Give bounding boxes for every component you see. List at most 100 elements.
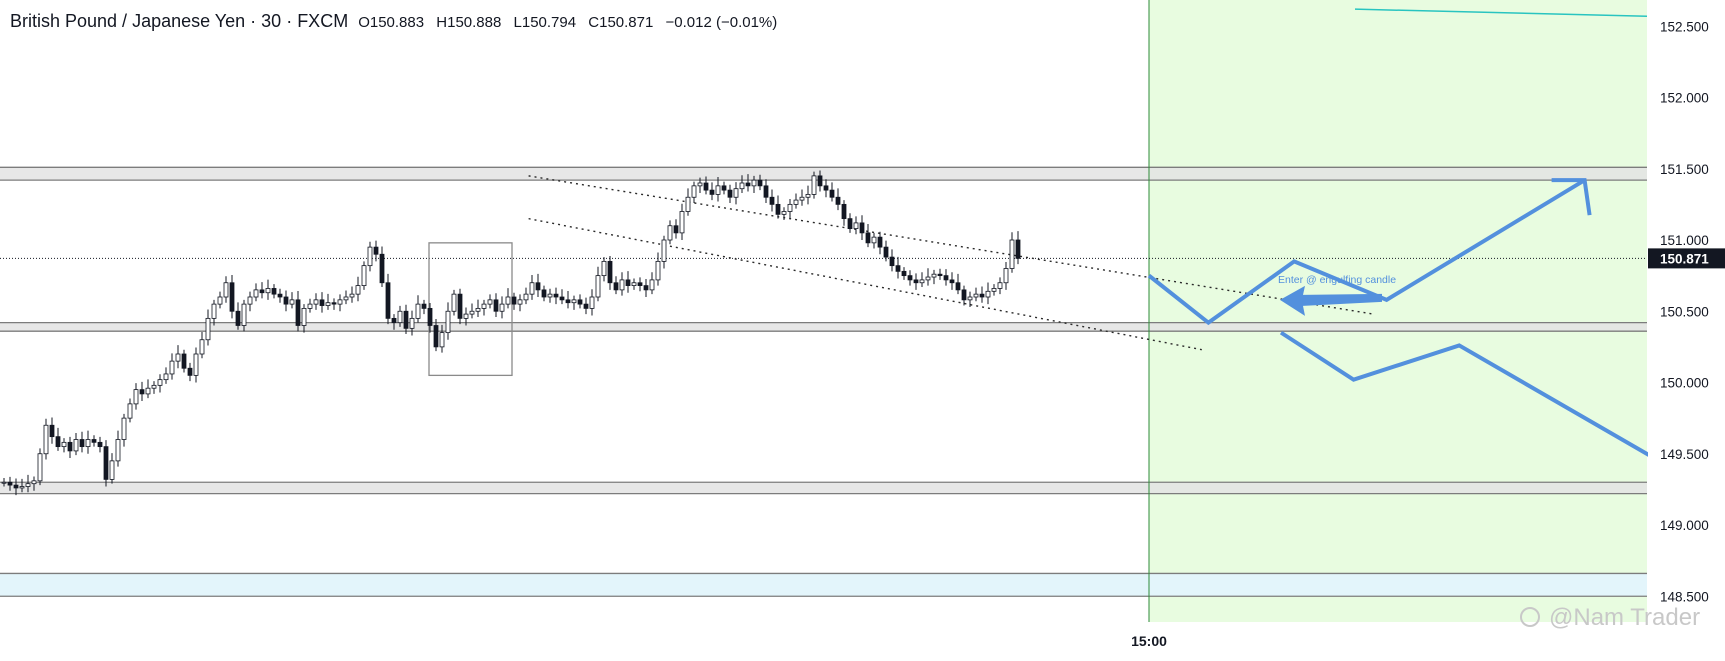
highlight-box: [428, 242, 513, 377]
candle-body-57: [343, 296, 349, 301]
candle-body-127: [763, 185, 769, 198]
candle-body-109: [655, 260, 661, 281]
candle-body-52: [313, 299, 319, 305]
candle-body-144: [865, 232, 871, 244]
candle-body-151: [907, 275, 913, 281]
candle-body-17: [103, 446, 109, 480]
candle-body-66: [397, 310, 403, 324]
candle-body-153: [919, 279, 925, 284]
y-tick-label-7: 149.000: [1660, 518, 1709, 533]
candle-body-32: [193, 353, 199, 376]
candle-body-9: [55, 436, 61, 448]
candle-body-128: [769, 196, 775, 205]
candle-body-165: [991, 288, 997, 292]
y-tick-label-0: 152.500: [1660, 19, 1709, 34]
candle-body-97: [583, 303, 589, 309]
candle-body-69: [415, 303, 421, 319]
candle-body-111: [667, 225, 673, 241]
legend-high-label: H: [436, 14, 448, 31]
projection-path-0: [1147, 178, 1586, 326]
candle-body-4: [25, 483, 31, 487]
candle-body-47: [283, 296, 289, 305]
candle-body-41: [247, 296, 253, 305]
candle-body-106: [637, 282, 643, 286]
candle-body-79: [475, 307, 481, 312]
candle-body-142: [853, 222, 859, 229]
candle-body-20: [121, 417, 127, 440]
candle-body-119: [715, 185, 721, 195]
price-axis-bg: [1648, 0, 1725, 656]
candle-body-43: [259, 289, 265, 294]
candle-body-59: [355, 285, 361, 295]
candle-body-98: [589, 296, 595, 309]
candle-body-68: [409, 317, 415, 329]
legend-ohlc: O150.883 H150.888 L150.794 C150.871 −0.0…: [358, 14, 785, 31]
y-tick-label-5: 150.000: [1660, 376, 1709, 391]
candle-body-50: [301, 307, 307, 326]
candle-body-49: [295, 299, 301, 326]
candle-body-91: [547, 293, 553, 298]
candle-body-3: [19, 486, 25, 489]
candle-body-19: [115, 439, 121, 462]
candle-body-23: [139, 389, 145, 395]
time-axis-bg: [0, 622, 1648, 656]
candle-body-152: [913, 279, 919, 284]
x-tick-label-0: 15:00: [1131, 633, 1167, 649]
candle-body-100: [601, 260, 607, 277]
candle-body-149: [895, 265, 901, 272]
candle-body-16: [97, 441, 103, 448]
y-tick-label-6: 149.500: [1660, 447, 1709, 462]
candle-body-120: [721, 185, 727, 191]
candle-body-56: [337, 299, 343, 305]
candle-body-116: [697, 182, 703, 187]
candle-body-163: [979, 293, 985, 298]
candle-body-159: [955, 282, 961, 291]
y-tick-label-2: 151.500: [1660, 162, 1709, 177]
candle-body-31: [187, 367, 193, 376]
candle-body-1: [7, 481, 13, 486]
candle-body-77: [463, 313, 469, 319]
candle-body-12: [73, 439, 79, 452]
candle-body-160: [961, 289, 967, 301]
candle-body-2: [13, 484, 19, 489]
candle-body-36: [217, 296, 223, 305]
candle-body-105: [631, 282, 637, 286]
trendline-top: [1354, 8, 1648, 18]
candle-body-25: [151, 384, 157, 389]
candle-body-71: [427, 307, 433, 326]
candle-body-164: [985, 290, 991, 298]
candle-body-40: [241, 303, 247, 326]
candle-body-70: [421, 303, 427, 309]
candle-body-135: [811, 175, 817, 195]
candle-body-72: [433, 325, 439, 348]
candle-body-34: [205, 317, 211, 341]
candle-body-136: [817, 175, 823, 187]
candle-body-95: [571, 299, 577, 304]
candle-body-60: [361, 265, 367, 286]
candle-body-90: [541, 289, 547, 298]
candle-body-11: [67, 441, 73, 452]
legend-low: 150.794: [521, 14, 577, 31]
candle-body-67: [403, 310, 409, 329]
candle-body-124: [745, 182, 751, 187]
candle-body-33: [199, 339, 205, 355]
candle-body-103: [619, 279, 625, 291]
zone-3: [0, 573, 1647, 597]
candle-body-102: [613, 282, 619, 291]
candle-body-18: [109, 460, 115, 480]
watermark-text: @Nam Trader: [1549, 604, 1700, 631]
candle-body-169: [1015, 239, 1021, 259]
candle-body-15: [91, 439, 97, 443]
candle-body-125: [751, 179, 757, 187]
candle-body-122: [733, 188, 739, 198]
candle-body-133: [799, 196, 805, 201]
candle-body-75: [451, 293, 457, 312]
candle-body-92: [553, 293, 559, 298]
legend-symbol: British Pound / Japanese Yen · 30 · FXCM: [10, 11, 349, 31]
candle-body-108: [649, 279, 655, 291]
legend-change: −0.012 (−0.01%): [665, 14, 778, 31]
legend-close-label: C: [588, 14, 600, 31]
candle-body-161: [967, 296, 973, 301]
candle-body-168: [1009, 239, 1015, 269]
legend: British Pound / Japanese Yen · 30 · FXCM…: [10, 11, 785, 32]
